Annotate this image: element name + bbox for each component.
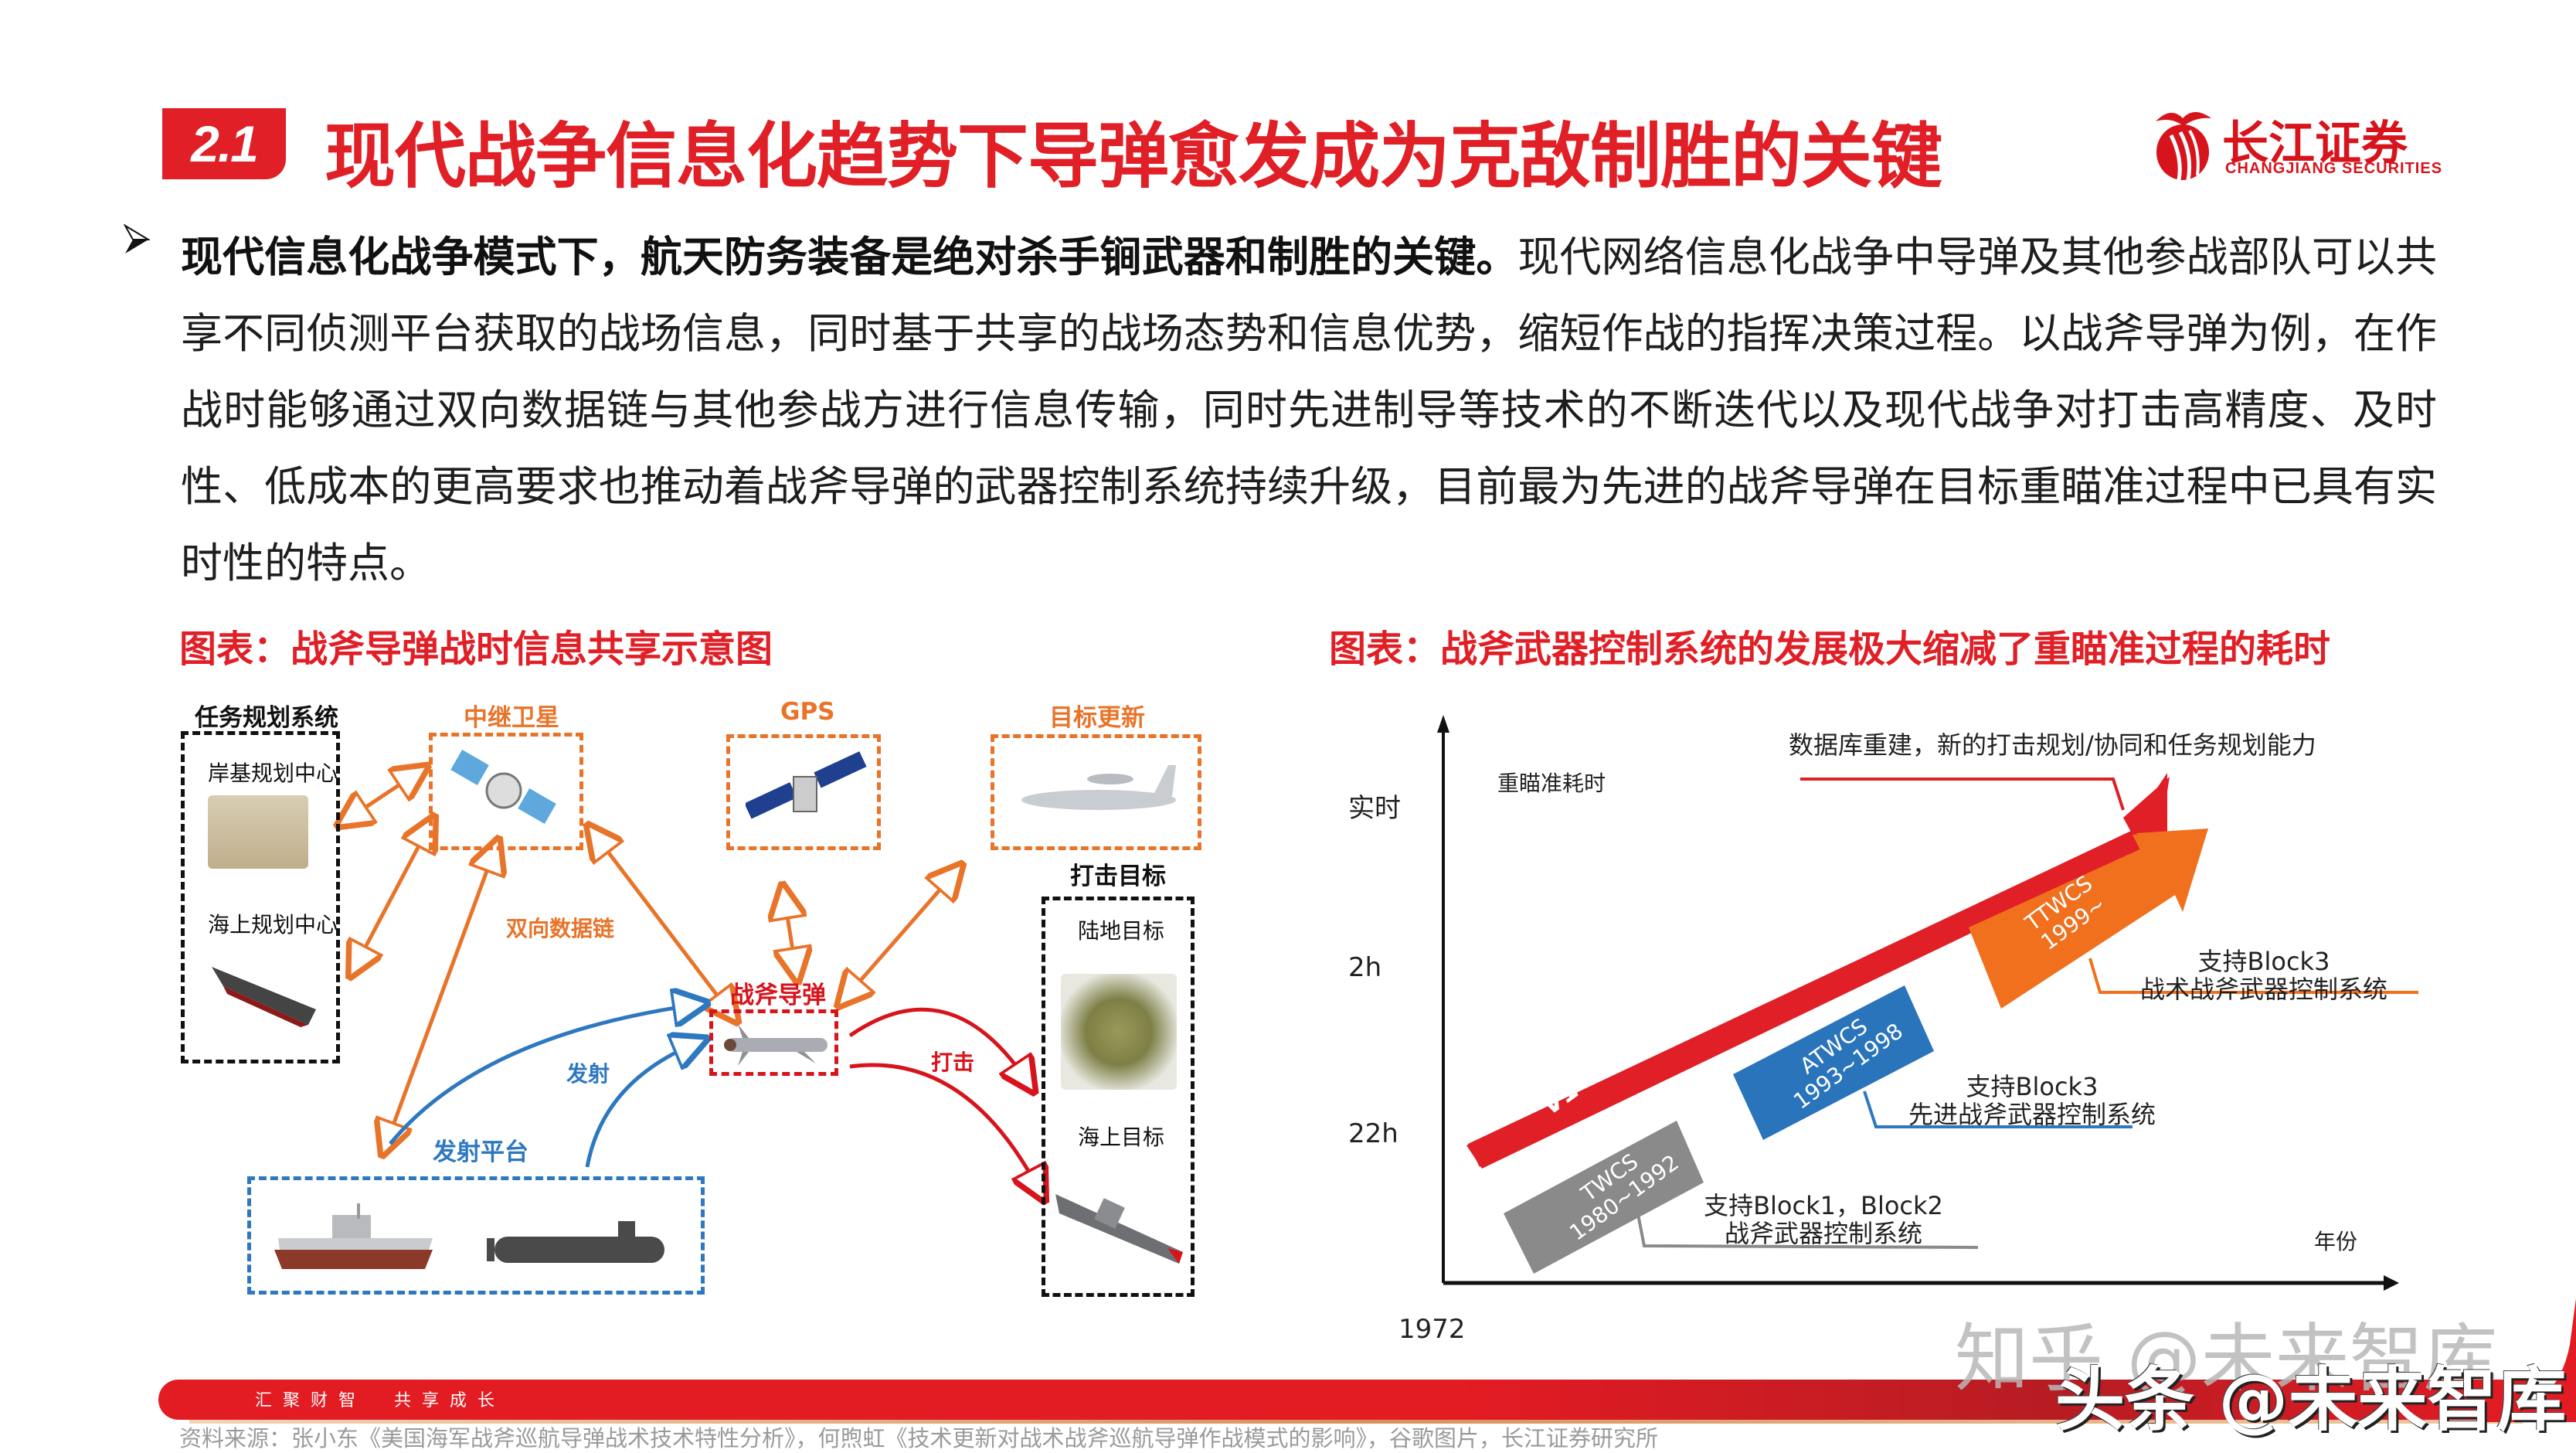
changjiang-logo-icon	[2156, 112, 2211, 181]
watermark-toutiao: 头条 @未来智库	[2055, 1359, 2567, 1441]
warship-target-image	[1055, 1194, 1183, 1264]
relay-satellite-box	[429, 733, 583, 850]
logo-name-cn: 长江证券	[2222, 117, 2408, 171]
gps-title: GPS	[780, 698, 835, 726]
x-tick-1972: 1972	[1398, 1314, 1466, 1345]
aircraft-carrier-image	[212, 967, 316, 1027]
footer-curve-decoration	[2483, 1298, 2576, 1422]
ttwcs-note-line2: 战术战斧武器控制系统	[2139, 975, 2387, 1004]
body-text: 现代网络信息化战争中导弹及其他参战部队可以共享不同侦测平台获取的战场信息，同时基…	[181, 233, 2438, 587]
y-tick-22h: 22h	[1348, 1118, 1398, 1149]
submarine-image	[487, 1221, 664, 1263]
strike-arrows	[848, 1007, 1039, 1190]
ttwcs-note: 支持Block3 战术战斧武器控制系统	[2133, 948, 2395, 1003]
awacs-aircraft-icon	[1021, 765, 1176, 810]
destroyer-image	[274, 1203, 433, 1269]
tomahawk-missile-icon	[724, 1024, 828, 1066]
sea-target-label: 海上目标	[1078, 1125, 1165, 1150]
launch-arrows	[389, 1005, 695, 1168]
y-tick-2h: 2h	[1348, 952, 1382, 983]
launch-platform-box	[247, 1176, 705, 1295]
land-target-label: 陆地目标	[1078, 918, 1165, 944]
satellite-icon	[450, 750, 556, 824]
atwcs-note-line1: 支持Block3	[1966, 1072, 2099, 1101]
missile-box	[709, 1009, 838, 1076]
mission-planning-box: 岸基规划中心 海上规划中心	[181, 731, 340, 1063]
gps-box	[726, 734, 881, 850]
info-sharing-diagram: 任务规划系统 岸基规划中心 海上规划中心 中继卫星 GPS 目标更新 打击目标 …	[0, 0, 1313, 1360]
sea-planning-center-label: 海上规划中心	[208, 912, 338, 937]
relay-satellite-title: 中继卫星	[464, 704, 559, 732]
section-number-badge: 2.1	[162, 108, 286, 179]
body-bold-lead: 现代信息化战争模式下，航天防务装备是绝对杀手锏武器和制胜的关键。	[181, 233, 1518, 281]
strike-label: 打击	[931, 1050, 975, 1075]
y-axis-title: 重瞄准耗时	[1497, 771, 1606, 796]
x-axis-title: 年份	[2314, 1229, 2358, 1254]
strike-targets-title: 打击目标	[1070, 863, 1166, 890]
datalink-label: 双向数据链	[506, 916, 615, 941]
atwcs-note-line2: 先进战斧武器控制系统	[1908, 1100, 2156, 1129]
arrow-bullet-icon	[124, 224, 150, 254]
atwcs-block	[1733, 985, 1934, 1140]
mission-planning-title: 任务规划系统	[195, 704, 338, 732]
strike-targets-box: 陆地目标 海上目标	[1042, 897, 1195, 1297]
logo-name-en: CHANGJIANG SECURITIES	[2225, 160, 2443, 177]
twcs-block	[1504, 1121, 1704, 1274]
source-note: 资料来源：张小东《美国海军战斧巡航导弹战术技术特性分析》，何煦虹《技术更新对战术…	[179, 1425, 1659, 1451]
page-title: 现代战争信息化趋势下导弹愈发成为克敌制胜的关键	[325, 115, 1942, 198]
company-logo: 长江证券 CHANGJIANG SECURITIES	[2148, 104, 2442, 182]
main-arrow-annotation: 数据库重建，新的打击规划/协同和任务规划能力	[1789, 730, 2316, 760]
shore-building-image	[208, 795, 308, 869]
retargeting-time-chart: 实时 2h 22h 1972 重瞄准耗时 年份 V1 V2 V3 V4 数据库重…	[1348, 715, 2418, 1345]
right-figure-caption: 图表：战斧武器控制系统的发展极大缩减了重瞄准过程的耗时	[1329, 628, 2331, 671]
atwcs-note: 支持Block3 先进战斧武器控制系统	[1901, 1073, 2163, 1128]
diagram-arrows	[0, 0, 1313, 1360]
watermark-zhihu: 知乎 @未来智库	[1955, 1315, 2498, 1402]
footer-slogan: 汇聚财智 共享成长	[255, 1391, 506, 1410]
land-target-image	[1061, 974, 1177, 1090]
launch-label: 发射	[566, 1061, 610, 1087]
chart-graphics	[1437, 715, 2418, 1291]
footer-bar	[158, 1380, 2530, 1420]
twcs-note: 支持Block1，Block2 战斧武器控制系统	[1692, 1192, 1955, 1247]
datalink-arrows	[348, 773, 954, 1144]
shore-planning-center-label: 岸基规划中心	[208, 761, 338, 786]
gps-satellite-icon	[746, 751, 867, 819]
ttwcs-note-line1: 支持Block3	[2197, 947, 2330, 976]
footer-accent-stripe	[189, 1416, 2523, 1424]
twcs-note-line2: 战斧武器控制系统	[1724, 1219, 1922, 1248]
twcs-note-line1: 支持Block1，Block2	[1704, 1191, 1943, 1220]
y-tick-realtime: 实时	[1348, 793, 1401, 824]
launch-platform-title: 发射平台	[433, 1138, 528, 1166]
left-figure-caption: 图表：战斧导弹战时信息共享示意图	[179, 628, 773, 671]
body-paragraph: 现代信息化战争模式下，航天防务装备是绝对杀手锏武器和制胜的关键。现代网络信息化战…	[181, 219, 2437, 601]
target-update-box	[991, 734, 1201, 850]
target-update-title: 目标更新	[1049, 704, 1145, 732]
missile-title: 战斧导弹	[730, 982, 826, 1009]
